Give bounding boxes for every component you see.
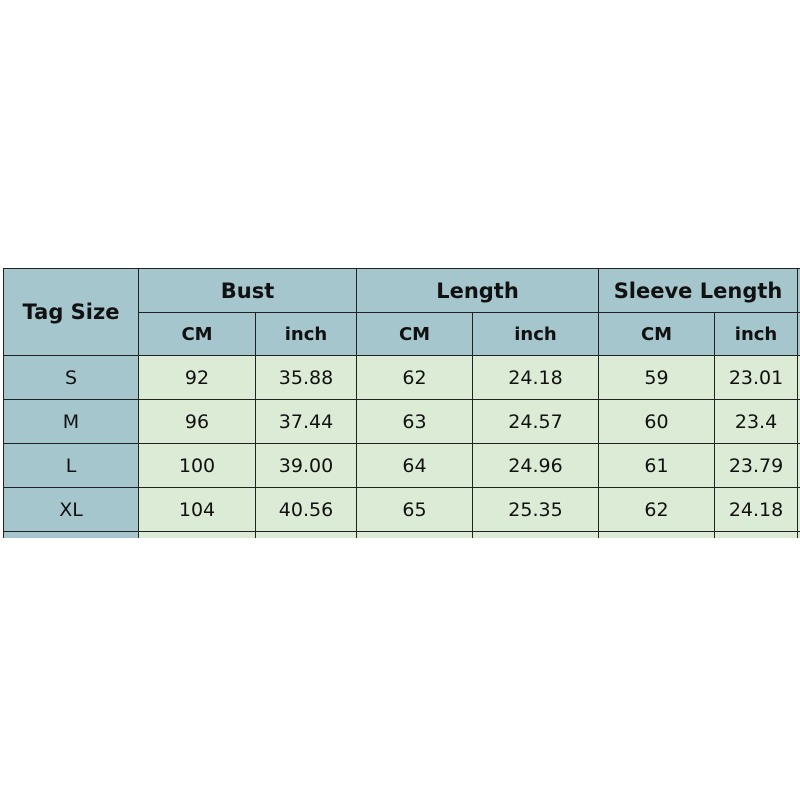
- value-cell: 40.56: [255, 487, 357, 532]
- unit-header-inch: inch: [255, 312, 357, 356]
- value-cell: 62: [598, 487, 716, 532]
- size-cell: XL: [3, 487, 139, 532]
- value-cell: 92: [138, 355, 256, 400]
- bust-header: Bust: [138, 268, 357, 313]
- value-cell: 37.44: [255, 399, 357, 444]
- value-cell: 104: [138, 487, 256, 532]
- value-cell: 25.35: [471, 487, 600, 532]
- value-cell: 65: [356, 487, 473, 532]
- value-cell: 24.57: [471, 399, 600, 444]
- sleeve-length-header: Sleeve Length: [598, 268, 799, 313]
- size-cell: M: [3, 399, 139, 444]
- value-cell: 63: [356, 399, 473, 444]
- value-cell: 59: [598, 355, 716, 400]
- size-cell: S: [3, 355, 139, 400]
- unit-header-inch: inch: [714, 312, 799, 356]
- size-cell: L: [3, 443, 139, 488]
- value-cell: 60: [598, 399, 716, 444]
- table-row: L 100 39.00 64 24.96 61 23.79: [3, 443, 800, 488]
- value-cell: 62: [356, 355, 473, 400]
- value-cell: 24.18: [714, 487, 799, 532]
- unit-header-cm: CM: [598, 312, 716, 356]
- unit-header-inch: inch: [471, 312, 600, 356]
- value-cell: 23.4: [714, 399, 799, 444]
- partial-row: [3, 531, 800, 538]
- value-cell: 64: [356, 443, 473, 488]
- value-cell: 39.00: [255, 443, 357, 488]
- unit-header-cm: CM: [138, 312, 256, 356]
- table-row: M 96 37.44 63 24.57 60 23.4: [3, 399, 800, 444]
- value-cell: 23.01: [714, 355, 799, 400]
- value-cell: 24.96: [471, 443, 600, 488]
- length-header: Length: [355, 268, 600, 313]
- value-cell: 24.18: [471, 355, 600, 400]
- table-row: XL 104 40.56 65 25.35 62 24.18: [3, 487, 800, 532]
- value-cell: 100: [138, 443, 256, 488]
- unit-header-cm: CM: [356, 312, 473, 356]
- size-table: Tag Size Bust Length Sleeve Length CM in…: [3, 268, 800, 538]
- value-cell: 96: [138, 399, 256, 444]
- value-cell: 23.79: [714, 443, 799, 488]
- tag-size-header: Tag Size: [3, 268, 139, 356]
- size-chart: Tag Size Bust Length Sleeve Length CM in…: [3, 268, 800, 538]
- value-cell: 61: [598, 443, 716, 488]
- table-row: S 92 35.88 62 24.18 59 23.01: [3, 355, 800, 400]
- value-cell: 35.88: [255, 355, 357, 400]
